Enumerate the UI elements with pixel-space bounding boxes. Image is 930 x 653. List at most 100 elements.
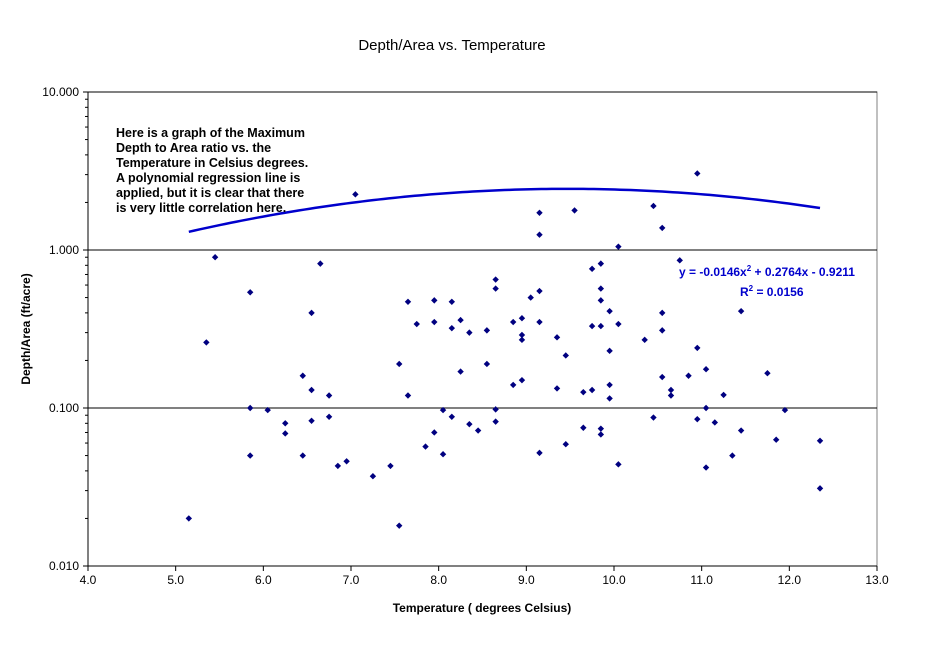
data-point	[571, 207, 578, 214]
data-point	[580, 388, 587, 396]
data-point	[404, 298, 412, 306]
data-point	[404, 392, 412, 399]
data-point	[597, 322, 605, 330]
data-point	[527, 294, 534, 301]
data-point	[711, 419, 719, 426]
data-point	[597, 285, 605, 292]
data-point	[597, 431, 605, 438]
data-point	[282, 420, 289, 427]
trendline	[188, 187, 821, 234]
data-point	[615, 461, 622, 468]
data-point	[694, 170, 701, 177]
y-tick-label: 1.000	[49, 243, 79, 257]
x-axis-label: Temperature ( degrees Celsius)	[393, 601, 572, 615]
data-point	[308, 417, 315, 424]
data-point	[667, 386, 675, 394]
data-point	[308, 386, 315, 394]
annotation-line: Here is a graph of the Maximum	[116, 126, 305, 140]
data-point	[396, 522, 403, 529]
y-axis-label: Depth/Area (ft/acre)	[19, 273, 33, 384]
data-point	[641, 336, 648, 344]
data-point	[413, 320, 420, 328]
equation-exponent: 2	[747, 264, 752, 273]
data-point	[457, 316, 464, 324]
data-point	[536, 287, 543, 295]
x-tick-label: 4.0	[80, 573, 97, 587]
data-point	[702, 366, 710, 373]
data-point	[466, 420, 473, 428]
data-point	[518, 376, 526, 384]
y-tick-label: 10.000	[42, 85, 79, 99]
equation-part-a: y = -0.0146x	[679, 265, 747, 279]
data-point	[246, 404, 254, 412]
r-squared-part-b: = 0.0156	[753, 285, 804, 299]
data-point	[439, 451, 447, 458]
data-point	[597, 425, 605, 432]
data-point	[448, 324, 456, 332]
data-point	[659, 309, 666, 317]
data-point	[492, 285, 499, 292]
data-point	[816, 437, 824, 445]
data-point	[580, 424, 587, 431]
data-point	[772, 436, 780, 443]
annotation-line: is very little correlation here.	[116, 201, 286, 215]
data-point	[483, 327, 491, 334]
data-point	[282, 430, 289, 437]
data-point	[185, 515, 193, 522]
data-point	[387, 462, 394, 470]
data-point	[650, 202, 657, 210]
data-point	[667, 392, 675, 399]
data-point	[615, 243, 622, 250]
x-tick-label: 9.0	[518, 573, 535, 587]
data-point	[729, 452, 736, 459]
data-point	[588, 265, 596, 273]
data-point	[676, 257, 683, 264]
data-point	[343, 458, 350, 465]
data-point	[325, 392, 333, 399]
data-point	[448, 298, 456, 306]
data-point	[562, 441, 569, 448]
data-point	[737, 427, 745, 434]
x-tick-label: 13.0	[865, 573, 889, 587]
data-point	[299, 452, 306, 459]
data-point	[536, 318, 543, 326]
data-point	[325, 413, 333, 420]
trendline-group	[188, 187, 821, 234]
data-point	[720, 391, 727, 399]
data-point	[737, 307, 745, 315]
data-point	[781, 406, 789, 414]
data-point	[431, 297, 438, 304]
data-point	[597, 297, 605, 304]
data-point	[659, 327, 666, 334]
annotation-line: A polynomial regression line is	[116, 171, 300, 185]
chart-title: Depth/Area vs. Temperature	[358, 37, 545, 54]
data-point	[615, 320, 622, 328]
x-tick-label: 5.0	[167, 573, 184, 587]
axes: 0.010 0.100 1.000 10.000 4.0 5.0 6.0 7.0 8.0 9.0 1…	[42, 85, 889, 587]
x-tick-label: 7.0	[343, 573, 360, 587]
data-point	[536, 231, 543, 238]
data-point	[606, 347, 613, 355]
data-point	[659, 224, 666, 232]
data-point	[299, 372, 306, 379]
data-point	[352, 191, 359, 198]
data-point	[764, 370, 771, 377]
data-point	[422, 443, 429, 450]
data-point	[518, 315, 526, 322]
data-point	[597, 260, 605, 267]
annotation-line: Depth to Area ratio vs. the	[116, 141, 271, 155]
x-tick-label: 8.0	[430, 573, 447, 587]
data-point	[702, 464, 710, 471]
data-point	[536, 209, 543, 216]
trendline-equation: y = -0.0146x2 + 0.2764x - 0.9211	[679, 264, 855, 279]
x-tick-label: 12.0	[778, 573, 802, 587]
data-point	[518, 331, 526, 339]
annotation-line: Temperature in Celsius degrees.	[116, 156, 308, 170]
data-point	[466, 329, 473, 336]
annotation-line: applied, but it is clear that there	[116, 186, 304, 200]
x-tick-label: 6.0	[255, 573, 272, 587]
data-point	[492, 406, 499, 413]
data-point	[396, 360, 403, 368]
